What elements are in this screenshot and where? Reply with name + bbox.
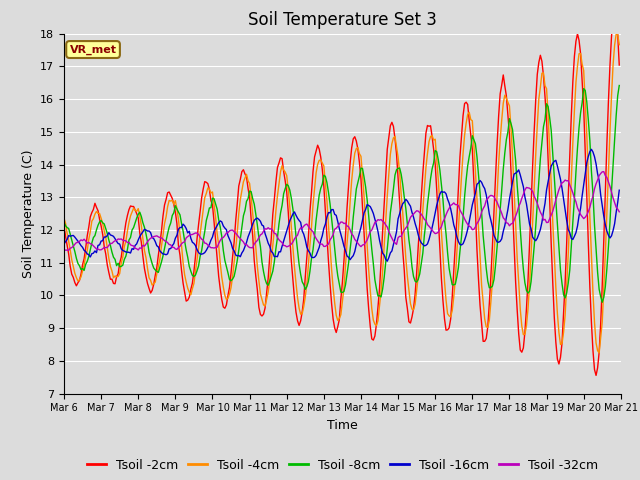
- Tsoil -32cm: [253, 238, 261, 243]
- Line: Tsoil -32cm: Tsoil -32cm: [64, 172, 620, 251]
- Text: VR_met: VR_met: [70, 44, 116, 55]
- Tsoil -8cm: [303, 284, 310, 289]
- Tsoil -8cm: [616, 83, 623, 88]
- Tsoil -2cm: [60, 223, 68, 229]
- Line: Tsoil -16cm: Tsoil -16cm: [64, 149, 620, 261]
- Tsoil -8cm: [226, 276, 234, 282]
- Tsoil -2cm: [584, 240, 592, 246]
- Tsoil -32cm: [616, 209, 623, 215]
- Line: Tsoil -2cm: Tsoil -2cm: [64, 12, 620, 375]
- Tsoil -16cm: [226, 236, 234, 242]
- Tsoil -2cm: [253, 287, 261, 293]
- Tsoil -4cm: [226, 291, 234, 297]
- Tsoil -32cm: [244, 243, 252, 249]
- Tsoil -8cm: [128, 227, 136, 233]
- Tsoil -32cm: [128, 243, 136, 249]
- Tsoil -4cm: [616, 42, 623, 48]
- Tsoil -4cm: [584, 172, 592, 178]
- Tsoil -8cm: [244, 196, 252, 202]
- Tsoil -32cm: [584, 209, 592, 215]
- Tsoil -4cm: [595, 350, 603, 356]
- X-axis label: Time: Time: [327, 419, 358, 432]
- Tsoil -2cm: [303, 255, 310, 261]
- Tsoil -4cm: [60, 216, 68, 221]
- Tsoil -4cm: [612, 31, 620, 37]
- Tsoil -16cm: [586, 149, 594, 155]
- Tsoil -16cm: [253, 215, 261, 221]
- Tsoil -16cm: [383, 258, 391, 264]
- Tsoil -8cm: [584, 117, 592, 123]
- Tsoil -16cm: [616, 187, 623, 193]
- Tsoil -2cm: [616, 62, 623, 68]
- Tsoil -8cm: [253, 222, 261, 228]
- Tsoil -32cm: [600, 169, 607, 175]
- Line: Tsoil -8cm: Tsoil -8cm: [64, 85, 620, 302]
- Tsoil -16cm: [588, 146, 595, 152]
- Legend: Tsoil -2cm, Tsoil -4cm, Tsoil -8cm, Tsoil -16cm, Tsoil -32cm: Tsoil -2cm, Tsoil -4cm, Tsoil -8cm, Tsoi…: [82, 454, 603, 477]
- Tsoil -32cm: [226, 228, 234, 234]
- Tsoil -8cm: [598, 300, 606, 305]
- Tsoil -2cm: [611, 9, 618, 14]
- Tsoil -4cm: [244, 178, 252, 184]
- Tsoil -32cm: [303, 221, 310, 227]
- Tsoil -8cm: [60, 219, 68, 225]
- Tsoil -16cm: [244, 234, 252, 240]
- Tsoil -2cm: [244, 185, 252, 191]
- Tsoil -2cm: [592, 372, 600, 378]
- Tsoil -4cm: [128, 209, 136, 215]
- Y-axis label: Soil Temperature (C): Soil Temperature (C): [22, 149, 35, 278]
- Tsoil -16cm: [303, 244, 310, 250]
- Tsoil -2cm: [128, 204, 136, 209]
- Title: Soil Temperature Set 3: Soil Temperature Set 3: [248, 11, 437, 29]
- Line: Tsoil -4cm: Tsoil -4cm: [64, 34, 620, 353]
- Tsoil -32cm: [60, 248, 68, 253]
- Tsoil -4cm: [303, 281, 310, 287]
- Tsoil -4cm: [253, 263, 261, 269]
- Tsoil -16cm: [60, 241, 68, 247]
- Tsoil -2cm: [226, 285, 234, 290]
- Tsoil -16cm: [128, 246, 136, 252]
